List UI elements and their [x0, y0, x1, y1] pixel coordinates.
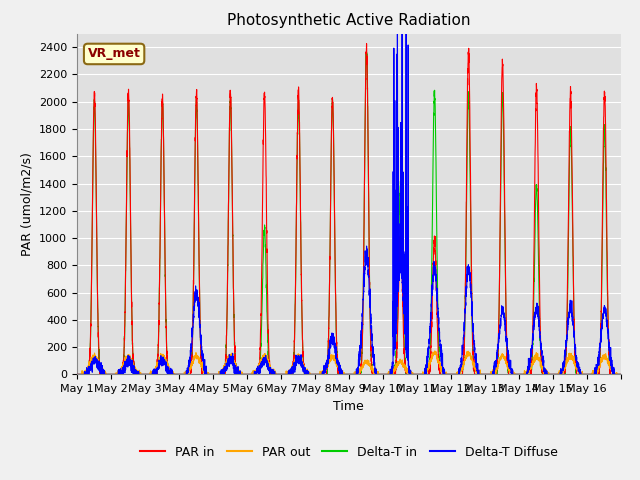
Legend: PAR in, PAR out, Delta-T in, Delta-T Diffuse: PAR in, PAR out, Delta-T in, Delta-T Dif… [135, 441, 563, 464]
Text: VR_met: VR_met [88, 48, 141, 60]
Y-axis label: PAR (umol/m2/s): PAR (umol/m2/s) [20, 152, 33, 256]
Title: Photosynthetic Active Radiation: Photosynthetic Active Radiation [227, 13, 470, 28]
X-axis label: Time: Time [333, 400, 364, 413]
